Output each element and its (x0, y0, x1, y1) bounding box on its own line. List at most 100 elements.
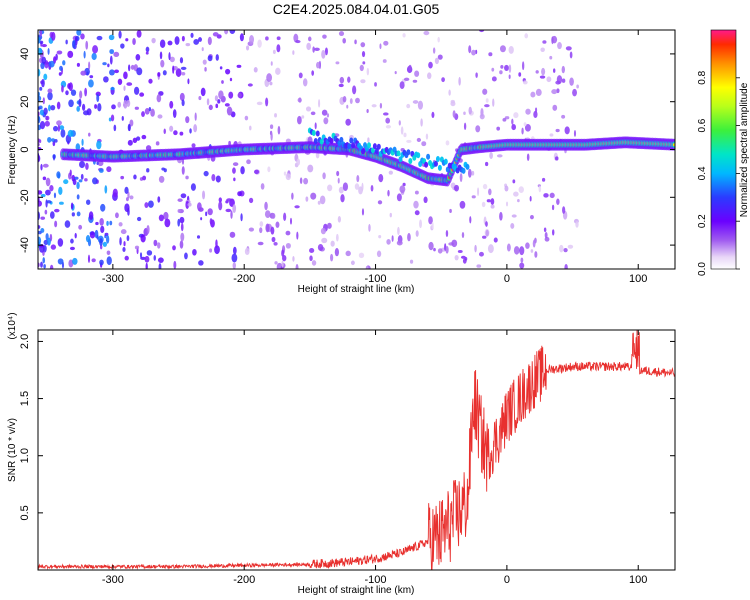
spectrogram-cell (337, 177, 340, 184)
spectrogram-cell (218, 90, 224, 100)
spectrogram-cell (389, 212, 392, 218)
spectrogram-cell (532, 239, 536, 248)
spectrogram-cell (246, 159, 251, 165)
spectrogram-cell (479, 113, 485, 120)
spectrogram-cell (81, 103, 86, 111)
spectrogram-cell (412, 79, 418, 83)
spectrogram-cell (56, 171, 61, 179)
spectrogram-cell (146, 250, 153, 256)
spectrogram-cell (408, 158, 413, 165)
spectrogram-cell (84, 87, 88, 97)
spectrogram-cell (346, 104, 349, 109)
spectrogram-cell (72, 40, 76, 49)
spectrogram-cell (88, 61, 91, 70)
spectrogram-cell (133, 174, 137, 180)
spectrogram-cell (106, 256, 112, 266)
spectrogram-cell (294, 205, 300, 209)
spectrogram-cell (385, 124, 392, 129)
spectrogram-cell (96, 140, 102, 150)
spectrogram-cell (209, 218, 213, 225)
spectrogram-cell (428, 61, 433, 69)
spectrogram-cell (89, 75, 94, 79)
spectrogram-cell (555, 128, 560, 133)
spectrogram-cell (471, 170, 475, 176)
snr-panel: -300 -200 -100 0 100 0.5 1.0 1.5 2.0 Height of … (7, 312, 676, 596)
spectrogram-cell (543, 193, 549, 198)
spectrogram-cell (144, 255, 150, 263)
spectrogram-cell (354, 39, 357, 45)
spectrogram-cell (39, 109, 45, 116)
spectrogram-cell (573, 130, 577, 137)
spectrogram-cell (335, 233, 339, 242)
spectrogram-cell (207, 55, 213, 62)
spectrogram-cell (100, 225, 105, 234)
spectrogram-cell (158, 175, 165, 183)
spectrogram-cell (402, 33, 406, 38)
spectrogram-cell (124, 255, 129, 261)
spectrogram-cell (379, 102, 383, 109)
spectrogram-cell (153, 239, 158, 247)
spectrogram-x-tick-label: -200 (233, 273, 255, 285)
spectrogram-cell (542, 40, 547, 44)
spectrogram-cell (387, 189, 390, 197)
spectrogram-cell (281, 249, 285, 257)
spectrogram-cell (221, 80, 224, 84)
spectrogram-cell (109, 49, 115, 55)
spectrogram-cell (232, 262, 236, 269)
spectrogram-cell (358, 252, 365, 259)
spectrogram-cell (437, 36, 440, 43)
spectrogram-cell (383, 40, 389, 46)
spectrogram-cell (232, 167, 236, 174)
spectrogram-cell (57, 124, 61, 132)
colorbar-tick-label: 0.6 (697, 118, 708, 132)
spectrogram-cell (508, 46, 514, 54)
spectrogram-cell (47, 88, 53, 94)
spectrogram-cell (317, 243, 324, 251)
spectrogram-cell (249, 125, 252, 131)
spectrogram-cell (417, 100, 424, 110)
spectrogram-cell (538, 185, 542, 193)
spectrogram-cell (145, 51, 149, 55)
spectrogram-cell (564, 264, 568, 269)
spectrogram-cell (76, 211, 81, 217)
spectrogram-cell (520, 257, 524, 263)
spectrogram-cell (229, 231, 236, 238)
spectrogram-cell (492, 98, 495, 107)
spectrogram-cell (553, 68, 556, 73)
spectrogram-cell (535, 107, 538, 113)
spectrogram-cell (71, 212, 75, 217)
spectrogram-cell (231, 253, 238, 263)
spectrogram-cell (179, 240, 184, 249)
spectrogram-cell (51, 31, 56, 41)
spectrogram-cell (311, 130, 316, 137)
spectrogram-cell (506, 243, 511, 252)
spectrogram-cell (448, 89, 451, 96)
spectrogram-cell (260, 183, 265, 190)
spectrogram-cell (305, 196, 309, 202)
spectrogram-cell (467, 168, 472, 178)
spectrogram-cell (47, 47, 50, 55)
spectrogram-cell (273, 241, 278, 246)
spectrogram-cell (335, 61, 340, 65)
spectrogram-cell (198, 37, 202, 42)
spectrogram-cell (419, 219, 422, 229)
spectrogram-cell (565, 46, 572, 51)
spectrogram-cell (508, 74, 511, 79)
spectrogram-cell (59, 65, 63, 71)
spectrogram-cell (201, 47, 204, 52)
spectrogram-cell (388, 170, 393, 175)
spectrogram-cell (38, 236, 42, 245)
spectrogram-cell (329, 137, 334, 144)
snr-x-tick-label: -300 (102, 574, 124, 586)
spectrogram-cell (185, 201, 190, 209)
spectrogram-cell (302, 78, 308, 87)
spectrogram-cell (162, 70, 167, 76)
spectrogram-cell (347, 143, 352, 150)
spectrogram-cell (49, 211, 55, 219)
spectrogram-cell (226, 106, 233, 116)
spectrogram-cell (206, 98, 210, 106)
spectrogram-cell (207, 208, 213, 216)
spectrogram-cell (434, 57, 439, 65)
spectrogram-cell (469, 216, 472, 224)
